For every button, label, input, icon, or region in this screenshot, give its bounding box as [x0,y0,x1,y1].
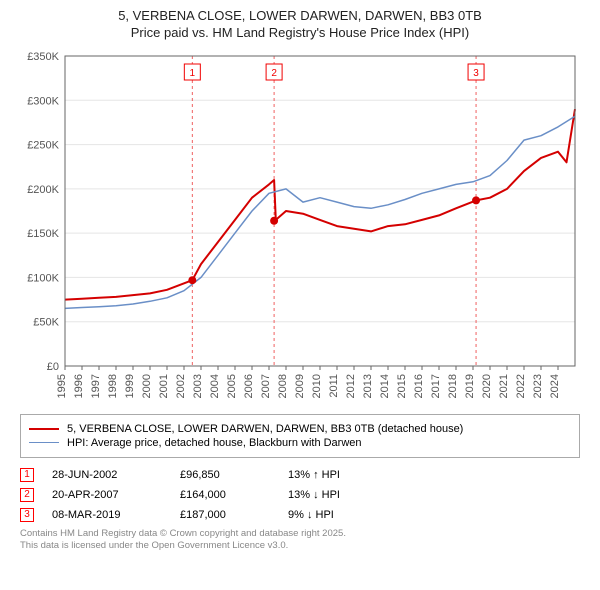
y-tick-label: £50K [33,316,59,328]
event-marker [188,276,196,284]
y-tick-label: £250K [27,139,59,151]
y-tick-label: £350K [27,51,59,63]
event-pct: 9% ↓ HPI [288,509,408,521]
x-tick-label: 2011 [328,374,340,398]
plot-area [65,56,575,366]
x-tick-label: 2017 [430,374,442,398]
x-tick-label: 2007 [260,374,272,398]
footer-attribution: Contains HM Land Registry data © Crown c… [20,528,580,553]
legend-label: HPI: Average price, detached house, Blac… [67,437,362,449]
legend-swatch [29,428,59,430]
x-tick-label: 2014 [379,374,391,398]
event-row: 2 20-APR-2007 £164,000 13% ↓ HPI [20,488,580,502]
x-tick-label: 1996 [73,374,85,398]
y-tick-label: £300K [27,95,59,107]
event-num-box: 2 [20,488,34,502]
x-tick-label: 2004 [209,374,221,398]
footer-line-2: This data is licensed under the Open Gov… [20,540,580,552]
x-tick-label: 2018 [447,374,459,398]
event-row: 3 08-MAR-2019 £187,000 9% ↓ HPI [20,508,580,522]
event-num-box: 3 [20,508,34,522]
events-table: 1 28-JUN-2002 £96,850 13% ↑ HPI 2 20-APR-2007… [20,468,580,522]
x-tick-label: 2008 [277,374,289,398]
event-date: 20-APR-2007 [52,489,162,501]
x-tick-label: 2001 [158,374,170,398]
x-tick-label: 2019 [464,374,476,398]
legend-row: HPI: Average price, detached house, Blac… [29,437,571,449]
x-tick-label: 2013 [362,374,374,398]
x-tick-label: 2003 [192,374,204,398]
x-tick-label: 2020 [481,374,493,398]
y-tick-label: £150K [27,228,59,240]
y-tick-label: £100K [27,272,59,284]
x-tick-label: 2006 [243,374,255,398]
event-price: £164,000 [180,489,270,501]
x-tick-label: 2021 [498,374,510,398]
container: 5, VERBENA CLOSE, LOWER DARWEN, DARWEN, … [0,0,600,590]
chart-svg: £0 £50K £100K £150K £200K £250K £300K £350K 1995… [15,46,585,406]
x-tick-label: 2002 [175,374,187,398]
x-tick-label: 2012 [345,374,357,398]
x-tick-label: 1995 [56,374,68,398]
legend-swatch [29,442,59,443]
event-pct: 13% ↓ HPI [288,489,408,501]
event-pct: 13% ↑ HPI [288,469,408,481]
chart-title: 5, VERBENA CLOSE, LOWER DARWEN, DARWEN, … [10,8,590,42]
event-label-num: 1 [190,68,196,79]
event-num-box: 1 [20,468,34,482]
event-price: £187,000 [180,509,270,521]
title-line-1: 5, VERBENA CLOSE, LOWER DARWEN, DARWEN, … [10,8,590,25]
y-tick-label: £200K [27,184,59,196]
legend-label: 5, VERBENA CLOSE, LOWER DARWEN, DARWEN, … [67,423,463,435]
x-tick-label: 2015 [396,374,408,398]
event-marker [472,196,480,204]
event-label-num: 3 [473,68,479,79]
event-label-num: 2 [271,68,277,79]
footer-line-1: Contains HM Land Registry data © Crown c… [20,528,580,540]
y-tick-label: £0 [47,361,59,373]
x-tick-label: 1999 [124,374,136,398]
legend-row: 5, VERBENA CLOSE, LOWER DARWEN, DARWEN, … [29,423,571,435]
x-tick-label: 2010 [311,374,323,398]
event-marker [270,217,278,225]
x-tick-label: 2005 [226,374,238,398]
x-tick-label: 2023 [532,374,544,398]
event-row: 1 28-JUN-2002 £96,850 13% ↑ HPI [20,468,580,482]
x-tick-label: 2022 [515,374,527,398]
x-tick-label: 2024 [549,374,561,398]
legend: 5, VERBENA CLOSE, LOWER DARWEN, DARWEN, … [20,414,580,458]
event-date: 08-MAR-2019 [52,509,162,521]
event-date: 28-JUN-2002 [52,469,162,481]
x-tick-label: 1997 [90,374,102,398]
x-tick-label: 2016 [413,374,425,398]
x-tick-label: 2000 [141,374,153,398]
chart: £0 £50K £100K £150K £200K £250K £300K £350K 1995… [15,46,585,406]
x-tick-label: 2009 [294,374,306,398]
event-price: £96,850 [180,469,270,481]
x-tick-label: 1998 [107,374,119,398]
title-line-2: Price paid vs. HM Land Registry's House … [10,25,590,42]
